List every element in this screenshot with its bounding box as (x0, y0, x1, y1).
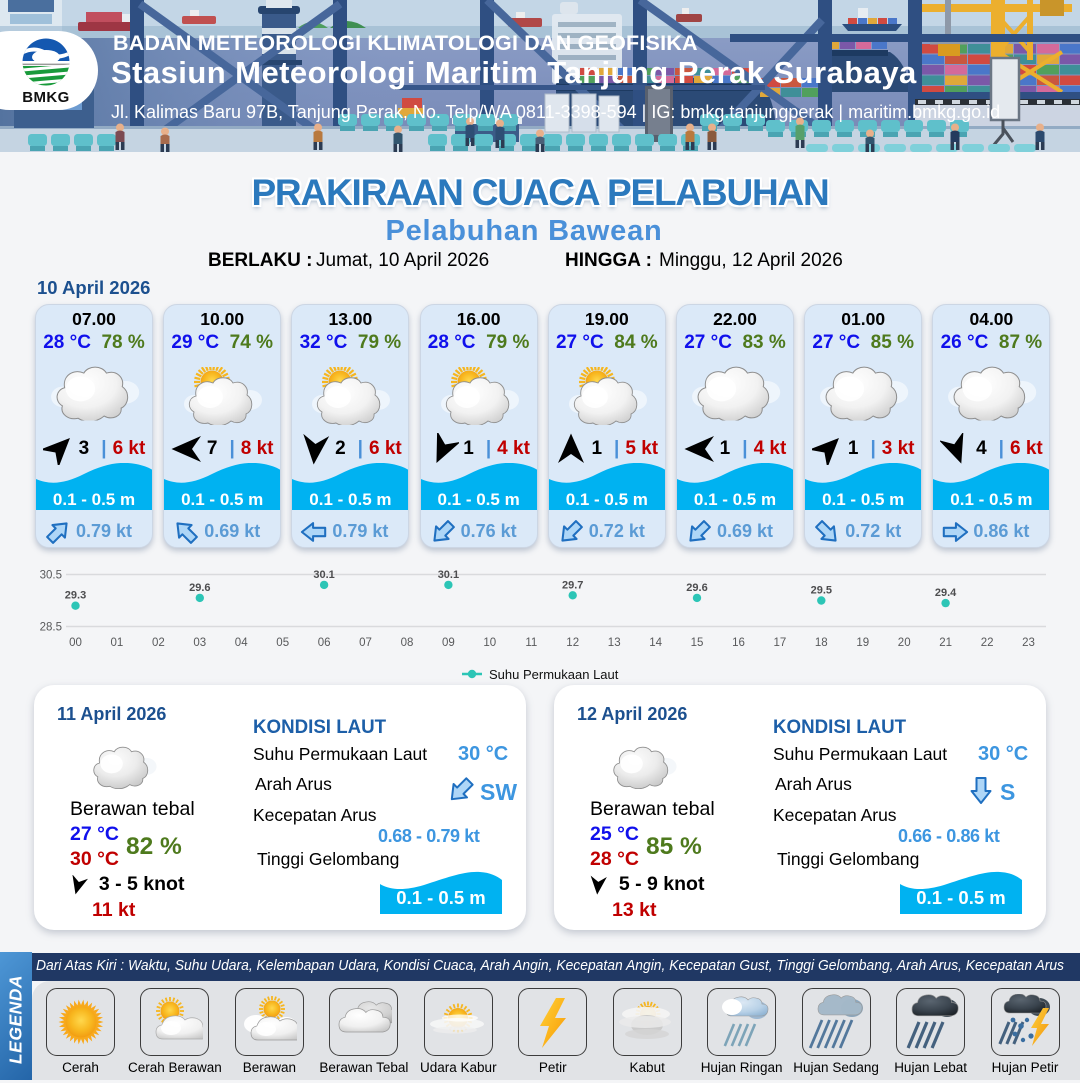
svg-text:17: 17 (774, 637, 787, 649)
svg-text:15: 15 (691, 637, 704, 649)
svg-text:28.5: 28.5 (40, 622, 62, 634)
svg-text:08: 08 (401, 637, 414, 649)
svg-text:22: 22 (981, 637, 994, 649)
svg-text:20: 20 (898, 637, 911, 649)
svg-text:14: 14 (649, 637, 662, 649)
svg-text:01: 01 (111, 637, 124, 649)
svg-text:29.3: 29.3 (65, 590, 86, 602)
svg-text:10: 10 (483, 637, 496, 649)
svg-text:05: 05 (276, 637, 289, 649)
svg-text:Suhu Permukaan Laut: Suhu Permukaan Laut (489, 667, 619, 682)
svg-text:30.1: 30.1 (438, 569, 459, 581)
svg-text:16: 16 (732, 637, 745, 649)
svg-text:23: 23 (1022, 637, 1035, 649)
svg-text:11: 11 (525, 637, 537, 649)
svg-text:29.4: 29.4 (935, 587, 957, 599)
svg-text:09: 09 (442, 637, 455, 649)
svg-text:07: 07 (359, 637, 372, 649)
svg-text:02: 02 (152, 637, 165, 649)
svg-text:29.5: 29.5 (811, 585, 832, 597)
svg-text:19: 19 (856, 637, 869, 649)
svg-text:03: 03 (193, 637, 206, 649)
svg-text:12: 12 (566, 637, 579, 649)
svg-text:29.6: 29.6 (189, 582, 210, 594)
svg-text:06: 06 (318, 637, 331, 649)
svg-text:00: 00 (69, 637, 82, 649)
svg-text:29.6: 29.6 (686, 582, 707, 594)
svg-text:0.1 - 0.5 m: 0.1 - 0.5 m (916, 887, 1005, 908)
svg-text:BMKG: BMKG (22, 89, 69, 106)
svg-text:18: 18 (815, 637, 828, 649)
svg-text:04: 04 (235, 637, 248, 649)
svg-text:0.1 - 0.5 m: 0.1 - 0.5 m (396, 887, 485, 908)
svg-text:30.1: 30.1 (313, 569, 334, 581)
svg-text:29.7: 29.7 (562, 579, 583, 591)
svg-text:13: 13 (608, 637, 621, 649)
svg-text:30.5: 30.5 (40, 570, 62, 582)
svg-text:21: 21 (939, 637, 952, 649)
